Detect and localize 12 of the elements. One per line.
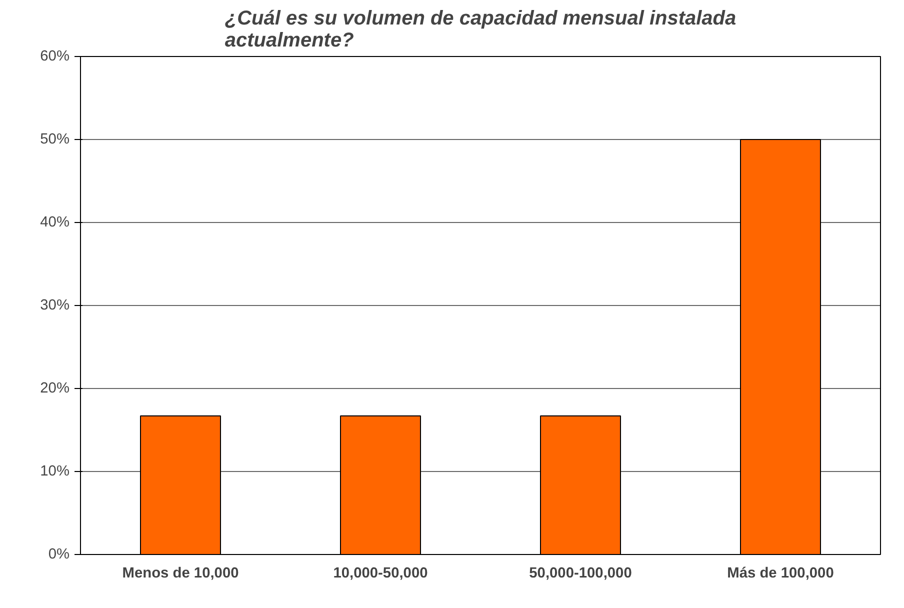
chart-title: ¿Cuál es su volumen de capacidad mensual instalada actualmente? <box>224 8 736 52</box>
x-tick-label: Menos de 10,000 <box>122 566 239 582</box>
y-tick-label: 0% <box>48 546 70 562</box>
y-tick-label: 10% <box>40 464 70 480</box>
x-tick-label: 50,000-100,000 <box>529 566 632 582</box>
y-tick-label: 60% <box>40 48 70 64</box>
x-tick-label: Más de 100,000 <box>727 566 834 582</box>
y-tick-label: 30% <box>40 298 70 314</box>
x-tick-label: 10,000-50,000 <box>333 566 428 582</box>
y-tick-label: 20% <box>40 380 70 396</box>
y-tick-label: 40% <box>40 214 70 230</box>
y-tick-label: 50% <box>40 132 70 148</box>
